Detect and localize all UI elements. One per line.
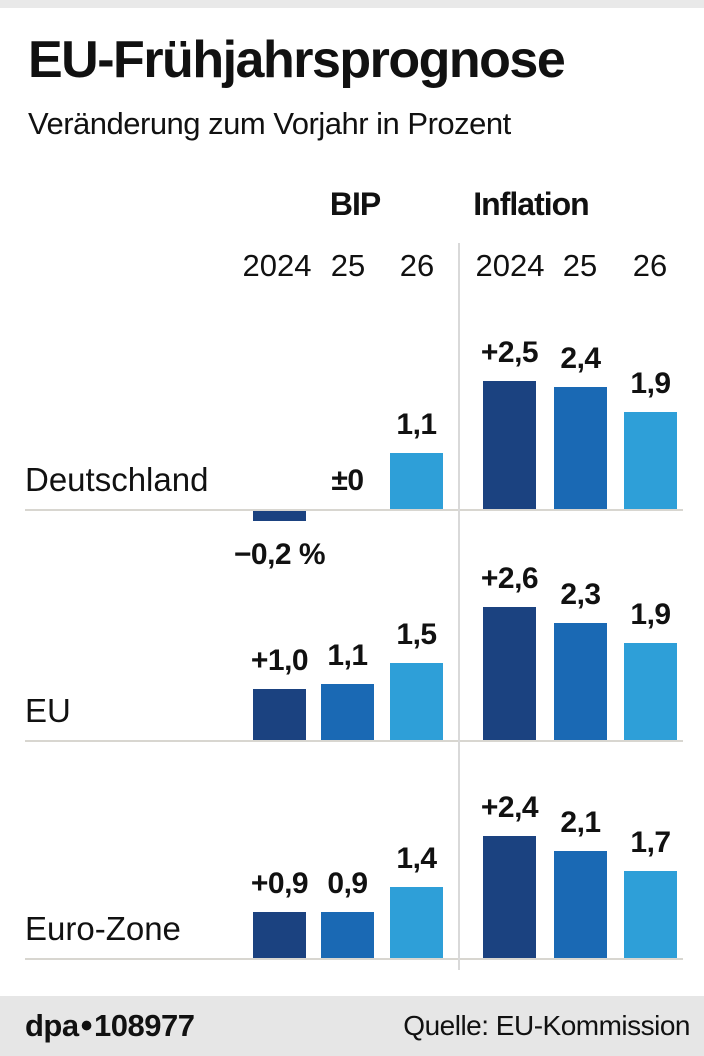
bar-value-label: 2,4 [560,342,601,375]
page-title: EU-Frühjahrsprognose [28,31,566,89]
section-divider-line [458,243,460,970]
year-label-inflation-2024: 2024 [475,248,545,283]
bar [554,851,607,958]
bar-value-label: 1,9 [630,367,671,400]
bar [390,453,443,509]
top-strip [0,0,704,8]
page-subtitle: Veränderung zum Vorjahr in Prozent [28,106,511,141]
column-header-bip: BIP [329,186,381,222]
baseline-eu [25,740,683,742]
bar [554,623,607,740]
graphic-number: 108977 [94,1008,195,1043]
bar [253,511,306,521]
bar [483,836,536,958]
bar-value-label: 1,7 [630,826,671,859]
bar [321,684,374,740]
year-label-bip-2024: 2024 [242,248,312,283]
bar-value-label: 1,1 [327,639,368,672]
bar-value-label: 2,3 [560,578,601,611]
bar-value-label: 1,5 [396,618,437,651]
year-label-inflation-25: 25 [562,248,598,283]
bar [624,643,677,740]
bar-value-label: +2,6 [480,562,539,595]
row-label-euro-zone: Euro-Zone [25,910,181,947]
bar [253,689,306,740]
bar-value-label: +2,5 [480,336,539,369]
bar-value-label: −0,2 % [233,538,326,571]
dpa-credit: dpa • 108977 [25,1007,195,1045]
bar-value-label: 1,4 [396,842,437,875]
bar-value-label: +2,4 [480,791,539,824]
bar [390,887,443,958]
bar [483,381,536,509]
bar-value-label: +1,0 [250,644,309,677]
bar-value-label: +0,9 [250,867,309,900]
source-note: Quelle: EU-Kommission [403,1010,690,1041]
column-header-inflation: Inflation [473,186,589,222]
row-label-deutschland: Deutschland [25,461,209,498]
bar [483,607,536,740]
bar [253,912,306,958]
row-label-eu: EU [25,692,71,729]
bar-value-label: ±0 [331,464,364,497]
baseline-euro-zone [25,958,683,960]
footer-bar: dpa • 108977 Quelle: EU-Kommission [0,996,704,1056]
bar [321,912,374,958]
bar [624,412,677,509]
bar [390,663,443,740]
year-label-bip-25: 25 [330,248,366,283]
year-label-bip-26: 26 [399,248,435,283]
baseline-deutschland [25,509,683,511]
bar-value-label: 0,9 [327,867,368,900]
bar [624,871,677,958]
bar [554,387,607,509]
year-label-inflation-26: 26 [632,248,668,283]
bar-value-label: 2,1 [560,806,601,839]
bar-value-label: 1,1 [396,408,437,441]
dpa-logo: dpa [25,1008,79,1043]
bar-value-label: 1,9 [630,598,671,631]
